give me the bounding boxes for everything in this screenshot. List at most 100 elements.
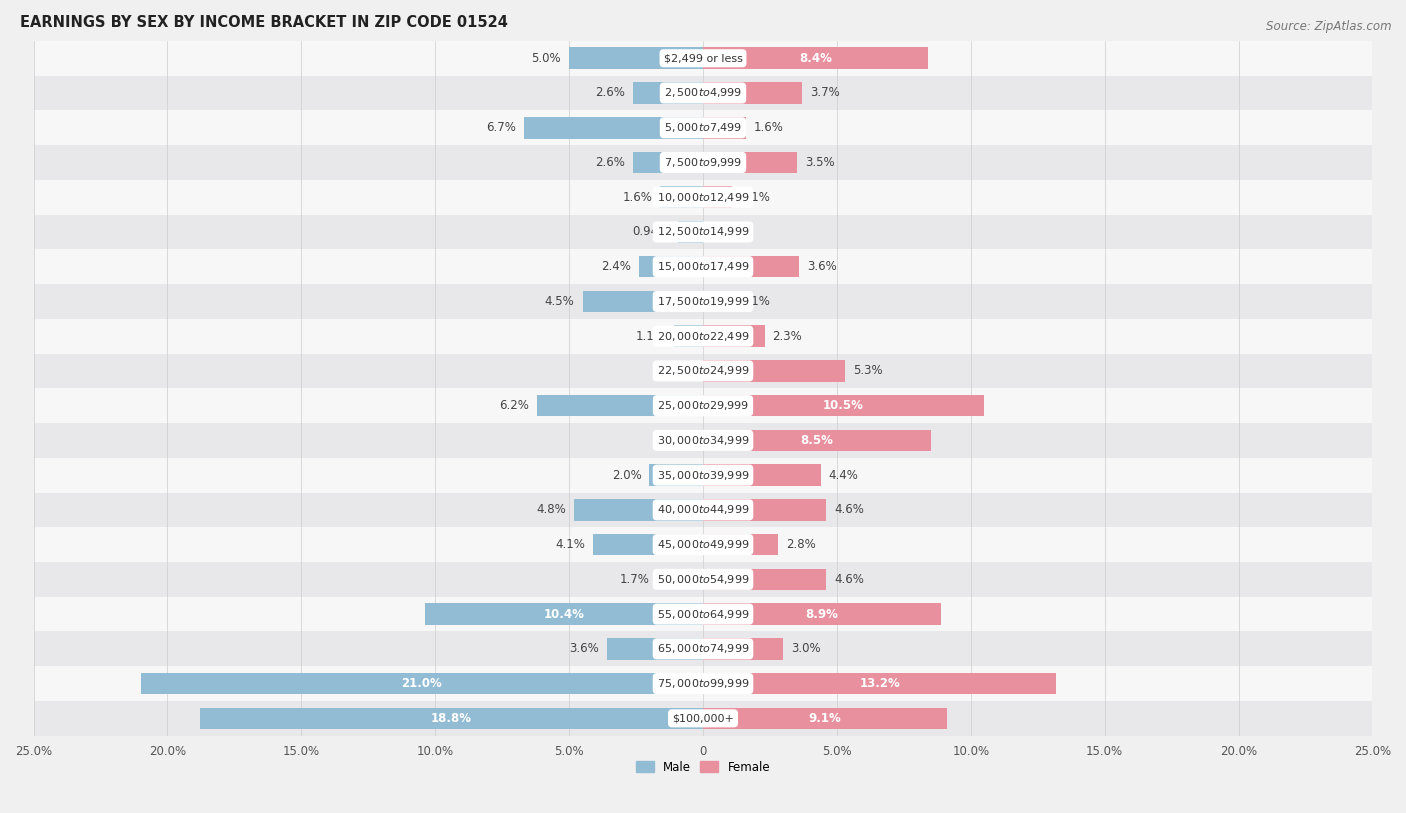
Bar <box>606 638 703 659</box>
Bar <box>34 284 1372 319</box>
Text: 10.5%: 10.5% <box>823 399 865 412</box>
Bar <box>703 256 800 277</box>
Text: 4.1%: 4.1% <box>555 538 585 551</box>
Bar <box>34 354 1372 389</box>
Bar <box>34 562 1372 597</box>
Bar <box>569 47 703 69</box>
Text: 18.8%: 18.8% <box>430 712 472 725</box>
Text: 0.0%: 0.0% <box>665 434 695 447</box>
Bar <box>703 82 801 104</box>
Text: 1.1%: 1.1% <box>636 330 665 343</box>
Text: 3.6%: 3.6% <box>807 260 837 273</box>
Text: $10,000 to $12,499: $10,000 to $12,499 <box>657 191 749 204</box>
Text: $50,000 to $54,999: $50,000 to $54,999 <box>657 573 749 586</box>
Text: 2.6%: 2.6% <box>596 86 626 99</box>
Bar <box>34 597 1372 632</box>
Bar <box>582 291 703 312</box>
Text: $100,000+: $100,000+ <box>672 713 734 724</box>
Text: $75,000 to $99,999: $75,000 to $99,999 <box>657 677 749 690</box>
Bar <box>703 152 797 173</box>
Bar <box>34 111 1372 145</box>
Text: $22,500 to $24,999: $22,500 to $24,999 <box>657 364 749 377</box>
Text: 1.7%: 1.7% <box>620 573 650 586</box>
Text: 4.6%: 4.6% <box>834 573 865 586</box>
Bar <box>703 673 1056 694</box>
Text: $45,000 to $49,999: $45,000 to $49,999 <box>657 538 749 551</box>
Bar <box>34 701 1372 736</box>
Bar <box>34 41 1372 76</box>
Bar <box>34 389 1372 423</box>
Bar <box>703 499 827 520</box>
Bar <box>34 423 1372 458</box>
Text: 3.7%: 3.7% <box>810 86 839 99</box>
Bar <box>703 186 733 208</box>
Bar <box>200 707 703 729</box>
Bar <box>703 47 928 69</box>
Bar <box>650 464 703 486</box>
Bar <box>34 666 1372 701</box>
Text: 4.4%: 4.4% <box>830 468 859 481</box>
Bar <box>537 395 703 416</box>
Text: 3.0%: 3.0% <box>792 642 821 655</box>
Text: EARNINGS BY SEX BY INCOME BRACKET IN ZIP CODE 01524: EARNINGS BY SEX BY INCOME BRACKET IN ZIP… <box>20 15 508 30</box>
Text: 1.1%: 1.1% <box>741 191 770 204</box>
Bar <box>703 568 827 590</box>
Bar <box>678 221 703 243</box>
Bar <box>34 250 1372 284</box>
Bar <box>703 325 765 347</box>
Text: 4.8%: 4.8% <box>537 503 567 516</box>
Text: Source: ZipAtlas.com: Source: ZipAtlas.com <box>1267 20 1392 33</box>
Text: $65,000 to $74,999: $65,000 to $74,999 <box>657 642 749 655</box>
Bar <box>633 152 703 173</box>
Bar <box>633 82 703 104</box>
Bar <box>523 117 703 138</box>
Text: 6.2%: 6.2% <box>499 399 529 412</box>
Bar <box>673 325 703 347</box>
Bar <box>34 528 1372 562</box>
Bar <box>34 76 1372 111</box>
Bar <box>703 360 845 381</box>
Bar <box>141 673 703 694</box>
Text: 8.4%: 8.4% <box>799 52 832 65</box>
Text: $55,000 to $64,999: $55,000 to $64,999 <box>657 607 749 620</box>
Text: 5.0%: 5.0% <box>531 52 561 65</box>
Bar <box>34 145 1372 180</box>
Text: 2.0%: 2.0% <box>612 468 641 481</box>
Text: 1.6%: 1.6% <box>623 191 652 204</box>
Text: $5,000 to $7,499: $5,000 to $7,499 <box>664 121 742 134</box>
Text: 9.1%: 9.1% <box>808 712 841 725</box>
Bar <box>575 499 703 520</box>
Text: $15,000 to $17,499: $15,000 to $17,499 <box>657 260 749 273</box>
Text: 8.5%: 8.5% <box>800 434 834 447</box>
Text: 6.7%: 6.7% <box>485 121 516 134</box>
Text: 0.0%: 0.0% <box>711 225 741 238</box>
Text: 4.5%: 4.5% <box>544 295 575 308</box>
Bar <box>34 632 1372 666</box>
Text: 2.8%: 2.8% <box>786 538 815 551</box>
Text: 1.1%: 1.1% <box>741 295 770 308</box>
Bar <box>593 534 703 555</box>
Bar <box>703 395 984 416</box>
Text: $40,000 to $44,999: $40,000 to $44,999 <box>657 503 749 516</box>
Text: $25,000 to $29,999: $25,000 to $29,999 <box>657 399 749 412</box>
Bar <box>34 215 1372 250</box>
Bar <box>703 603 942 625</box>
Legend: Male, Female: Male, Female <box>631 756 775 778</box>
Text: $35,000 to $39,999: $35,000 to $39,999 <box>657 468 749 481</box>
Bar <box>34 458 1372 493</box>
Bar <box>638 256 703 277</box>
Bar <box>658 568 703 590</box>
Bar <box>34 180 1372 215</box>
Bar <box>661 186 703 208</box>
Text: $2,499 or less: $2,499 or less <box>664 54 742 63</box>
Bar <box>703 464 821 486</box>
Text: $7,500 to $9,999: $7,500 to $9,999 <box>664 156 742 169</box>
Text: $20,000 to $22,499: $20,000 to $22,499 <box>657 330 749 343</box>
Bar <box>703 534 778 555</box>
Text: 2.4%: 2.4% <box>600 260 631 273</box>
Text: 8.9%: 8.9% <box>806 607 838 620</box>
Text: 3.5%: 3.5% <box>804 156 834 169</box>
Bar <box>703 429 931 451</box>
Bar <box>34 319 1372 354</box>
Text: 10.4%: 10.4% <box>543 607 585 620</box>
